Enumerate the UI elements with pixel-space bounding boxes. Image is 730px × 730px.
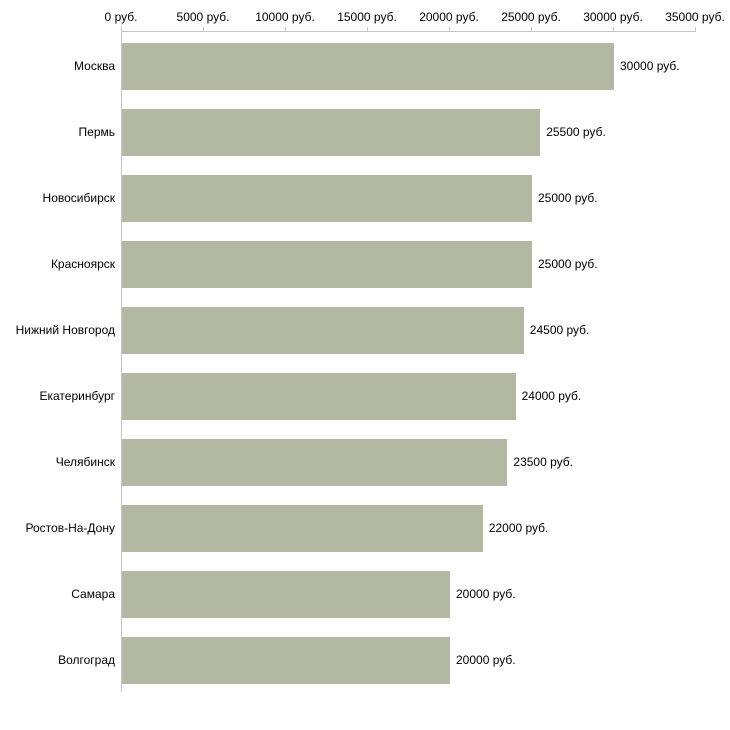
x-axis-tick: [203, 27, 204, 31]
bar: [122, 570, 450, 618]
value-label: 25000 руб.: [538, 191, 598, 205]
value-label: 25500 руб.: [546, 125, 606, 139]
x-axis-tick: [285, 27, 286, 31]
bar: [122, 438, 508, 486]
x-axis-tick: [367, 27, 368, 31]
x-axis-tick: [449, 27, 450, 31]
x-axis-tick-label: 25000 руб.: [501, 10, 561, 24]
category-label: Самара: [71, 587, 115, 601]
value-label: 20000 руб.: [456, 587, 516, 601]
x-axis-tick-label: 35000 руб.: [665, 10, 725, 24]
category-label: Пермь: [78, 125, 115, 139]
x-axis-tick-label: 15000 руб.: [337, 10, 397, 24]
value-label: 20000 руб.: [456, 653, 516, 667]
x-axis-line: [121, 31, 696, 32]
value-label: 24500 руб.: [529, 323, 590, 337]
category-label: Москва: [74, 59, 115, 73]
x-axis-tick-label: 0 руб.: [104, 10, 138, 24]
category-label: Волгоград: [58, 653, 115, 667]
x-axis-tick: [695, 27, 696, 31]
category-label: Екатеринбург: [39, 389, 116, 403]
x-axis-tick: [613, 27, 614, 31]
value-label: 24000 руб.: [521, 389, 582, 403]
x-axis-tick-label: 20000 руб.: [419, 10, 479, 24]
x-axis-tick-label: 30000 руб.: [583, 10, 643, 24]
value-label: 23500 руб.: [513, 455, 573, 469]
bar: [122, 636, 450, 684]
x-axis-tick: [531, 27, 532, 31]
value-label: 30000 руб.: [620, 59, 680, 73]
x-axis-tick-label: 10000 руб.: [255, 10, 315, 24]
bar: [122, 108, 541, 156]
bar: [122, 306, 524, 354]
bar: [122, 372, 516, 420]
bar: [122, 504, 483, 552]
category-label: Ростов-На-Дону: [25, 521, 115, 535]
category-label: Новосибирск: [42, 191, 115, 205]
x-axis-tick-label: 5000 руб.: [176, 10, 230, 24]
bar: [122, 174, 532, 222]
category-label: Красноярск: [50, 257, 115, 271]
bar: [122, 240, 532, 288]
value-label: 25000 руб.: [538, 257, 598, 271]
y-axis-line: [121, 31, 122, 692]
bar: [122, 42, 614, 90]
x-axis-tick: [121, 27, 122, 31]
category-label: Челябинск: [55, 455, 115, 469]
value-label: 22000 руб.: [488, 521, 549, 535]
category-label: Нижний Новгород: [15, 323, 115, 337]
